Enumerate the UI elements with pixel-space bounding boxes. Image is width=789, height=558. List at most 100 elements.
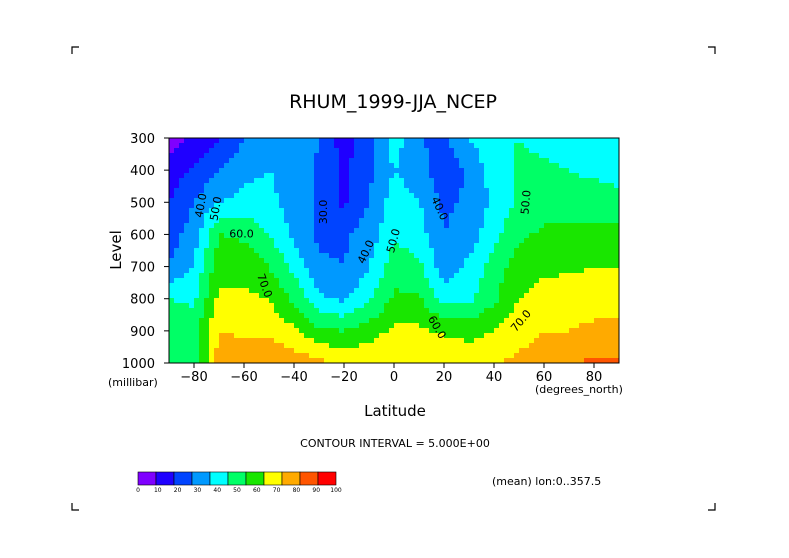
heatmap-cell [184, 318, 190, 324]
heatmap-cell [559, 303, 565, 309]
heatmap-cell [544, 338, 550, 344]
heatmap-cell [524, 333, 530, 339]
heatmap-cell [529, 343, 535, 349]
heatmap-cell [484, 263, 490, 269]
heatmap-cell [229, 333, 235, 339]
heatmap-cell [339, 143, 345, 149]
heatmap-cell [419, 168, 425, 174]
heatmap-cell [509, 213, 515, 219]
heatmap-cell [414, 173, 420, 179]
heatmap-cell [409, 273, 415, 279]
heatmap-cell [509, 328, 515, 334]
heatmap-cell [499, 243, 505, 249]
heatmap-cell [199, 333, 205, 339]
heatmap-cell [324, 148, 330, 154]
heatmap-cell [334, 293, 340, 299]
heatmap-cell [369, 228, 375, 234]
heatmap-cell [579, 318, 585, 324]
heatmap-cell [444, 343, 450, 349]
heatmap-cell [189, 293, 195, 299]
heatmap-cell [174, 223, 180, 229]
heatmap-cell [534, 243, 540, 249]
heatmap-cell [424, 188, 430, 194]
heatmap-cell [269, 158, 275, 164]
heatmap-cell [214, 168, 220, 174]
heatmap-cell [224, 178, 230, 184]
heatmap-cell [204, 313, 210, 319]
heatmap-cell [374, 198, 380, 204]
heatmap-cell [559, 143, 565, 149]
heatmap-cell [299, 223, 305, 229]
heatmap-cell [174, 323, 180, 329]
heatmap-cell [324, 188, 330, 194]
heatmap-cell [589, 158, 595, 164]
heatmap-cell [599, 193, 605, 199]
heatmap-cell [609, 218, 615, 224]
heatmap-cell [294, 168, 300, 174]
heatmap-cell [349, 193, 355, 199]
heatmap-cell [424, 223, 430, 229]
heatmap-cell [584, 178, 590, 184]
heatmap-cell [214, 228, 220, 234]
heatmap-cell [399, 308, 405, 314]
heatmap-cell [214, 253, 220, 259]
heatmap-cell [554, 143, 560, 149]
heatmap-cell [499, 203, 505, 209]
heatmap-cell [334, 163, 340, 169]
heatmap-cell [439, 293, 445, 299]
heatmap-cell [329, 228, 335, 234]
heatmap-cell [614, 263, 619, 269]
heatmap-cell [534, 188, 540, 194]
heatmap-cell [264, 268, 270, 274]
heatmap-cell [354, 138, 360, 144]
heatmap-cell [614, 338, 619, 344]
heatmap-cell [484, 238, 490, 244]
heatmap-cell [344, 323, 350, 329]
heatmap-cell [474, 348, 480, 354]
heatmap-cell [539, 208, 545, 214]
heatmap-cell [529, 198, 535, 204]
heatmap-cell [559, 223, 565, 229]
heatmap-cell [369, 138, 375, 144]
heatmap-cell [484, 278, 490, 284]
heatmap-cell [514, 228, 520, 234]
heatmap-cell [414, 348, 420, 354]
heatmap-cell [489, 223, 495, 229]
heatmap-cell [579, 263, 585, 269]
heatmap-cell [529, 238, 535, 244]
heatmap-cell [219, 138, 225, 144]
heatmap-cell [234, 273, 240, 279]
heatmap-cell [349, 208, 355, 214]
heatmap-cell [224, 243, 230, 249]
heatmap-cell [209, 268, 215, 274]
heatmap-cell [324, 303, 330, 309]
heatmap-cell [219, 178, 225, 184]
heatmap-cell [444, 173, 450, 179]
heatmap-cell [184, 333, 190, 339]
heatmap-cell [494, 148, 500, 154]
heatmap-cell [194, 153, 200, 159]
heatmap-cell [569, 153, 575, 159]
heatmap-cell [584, 358, 590, 363]
heatmap-cell [174, 298, 180, 304]
heatmap-cell [239, 268, 245, 274]
heatmap-cell [449, 243, 455, 249]
heatmap-cell [314, 253, 320, 259]
heatmap-cell [544, 243, 550, 249]
contour-label: 40.0 [192, 192, 209, 218]
heatmap-cell [504, 198, 510, 204]
heatmap-cell [614, 148, 619, 154]
heatmap-cell [449, 288, 455, 294]
heatmap-cell [419, 268, 425, 274]
heatmap-cell [504, 283, 510, 289]
heatmap-cell [244, 158, 250, 164]
heatmap-cell [494, 193, 500, 199]
heatmap-cell [259, 333, 265, 339]
heatmap-cell [504, 218, 510, 224]
heatmap-cell [444, 238, 450, 244]
heatmap-cell [569, 213, 575, 219]
heatmap-cell [449, 228, 455, 234]
heatmap-cell [389, 353, 395, 359]
heatmap-cell [284, 223, 290, 229]
heatmap-cell [439, 263, 445, 269]
